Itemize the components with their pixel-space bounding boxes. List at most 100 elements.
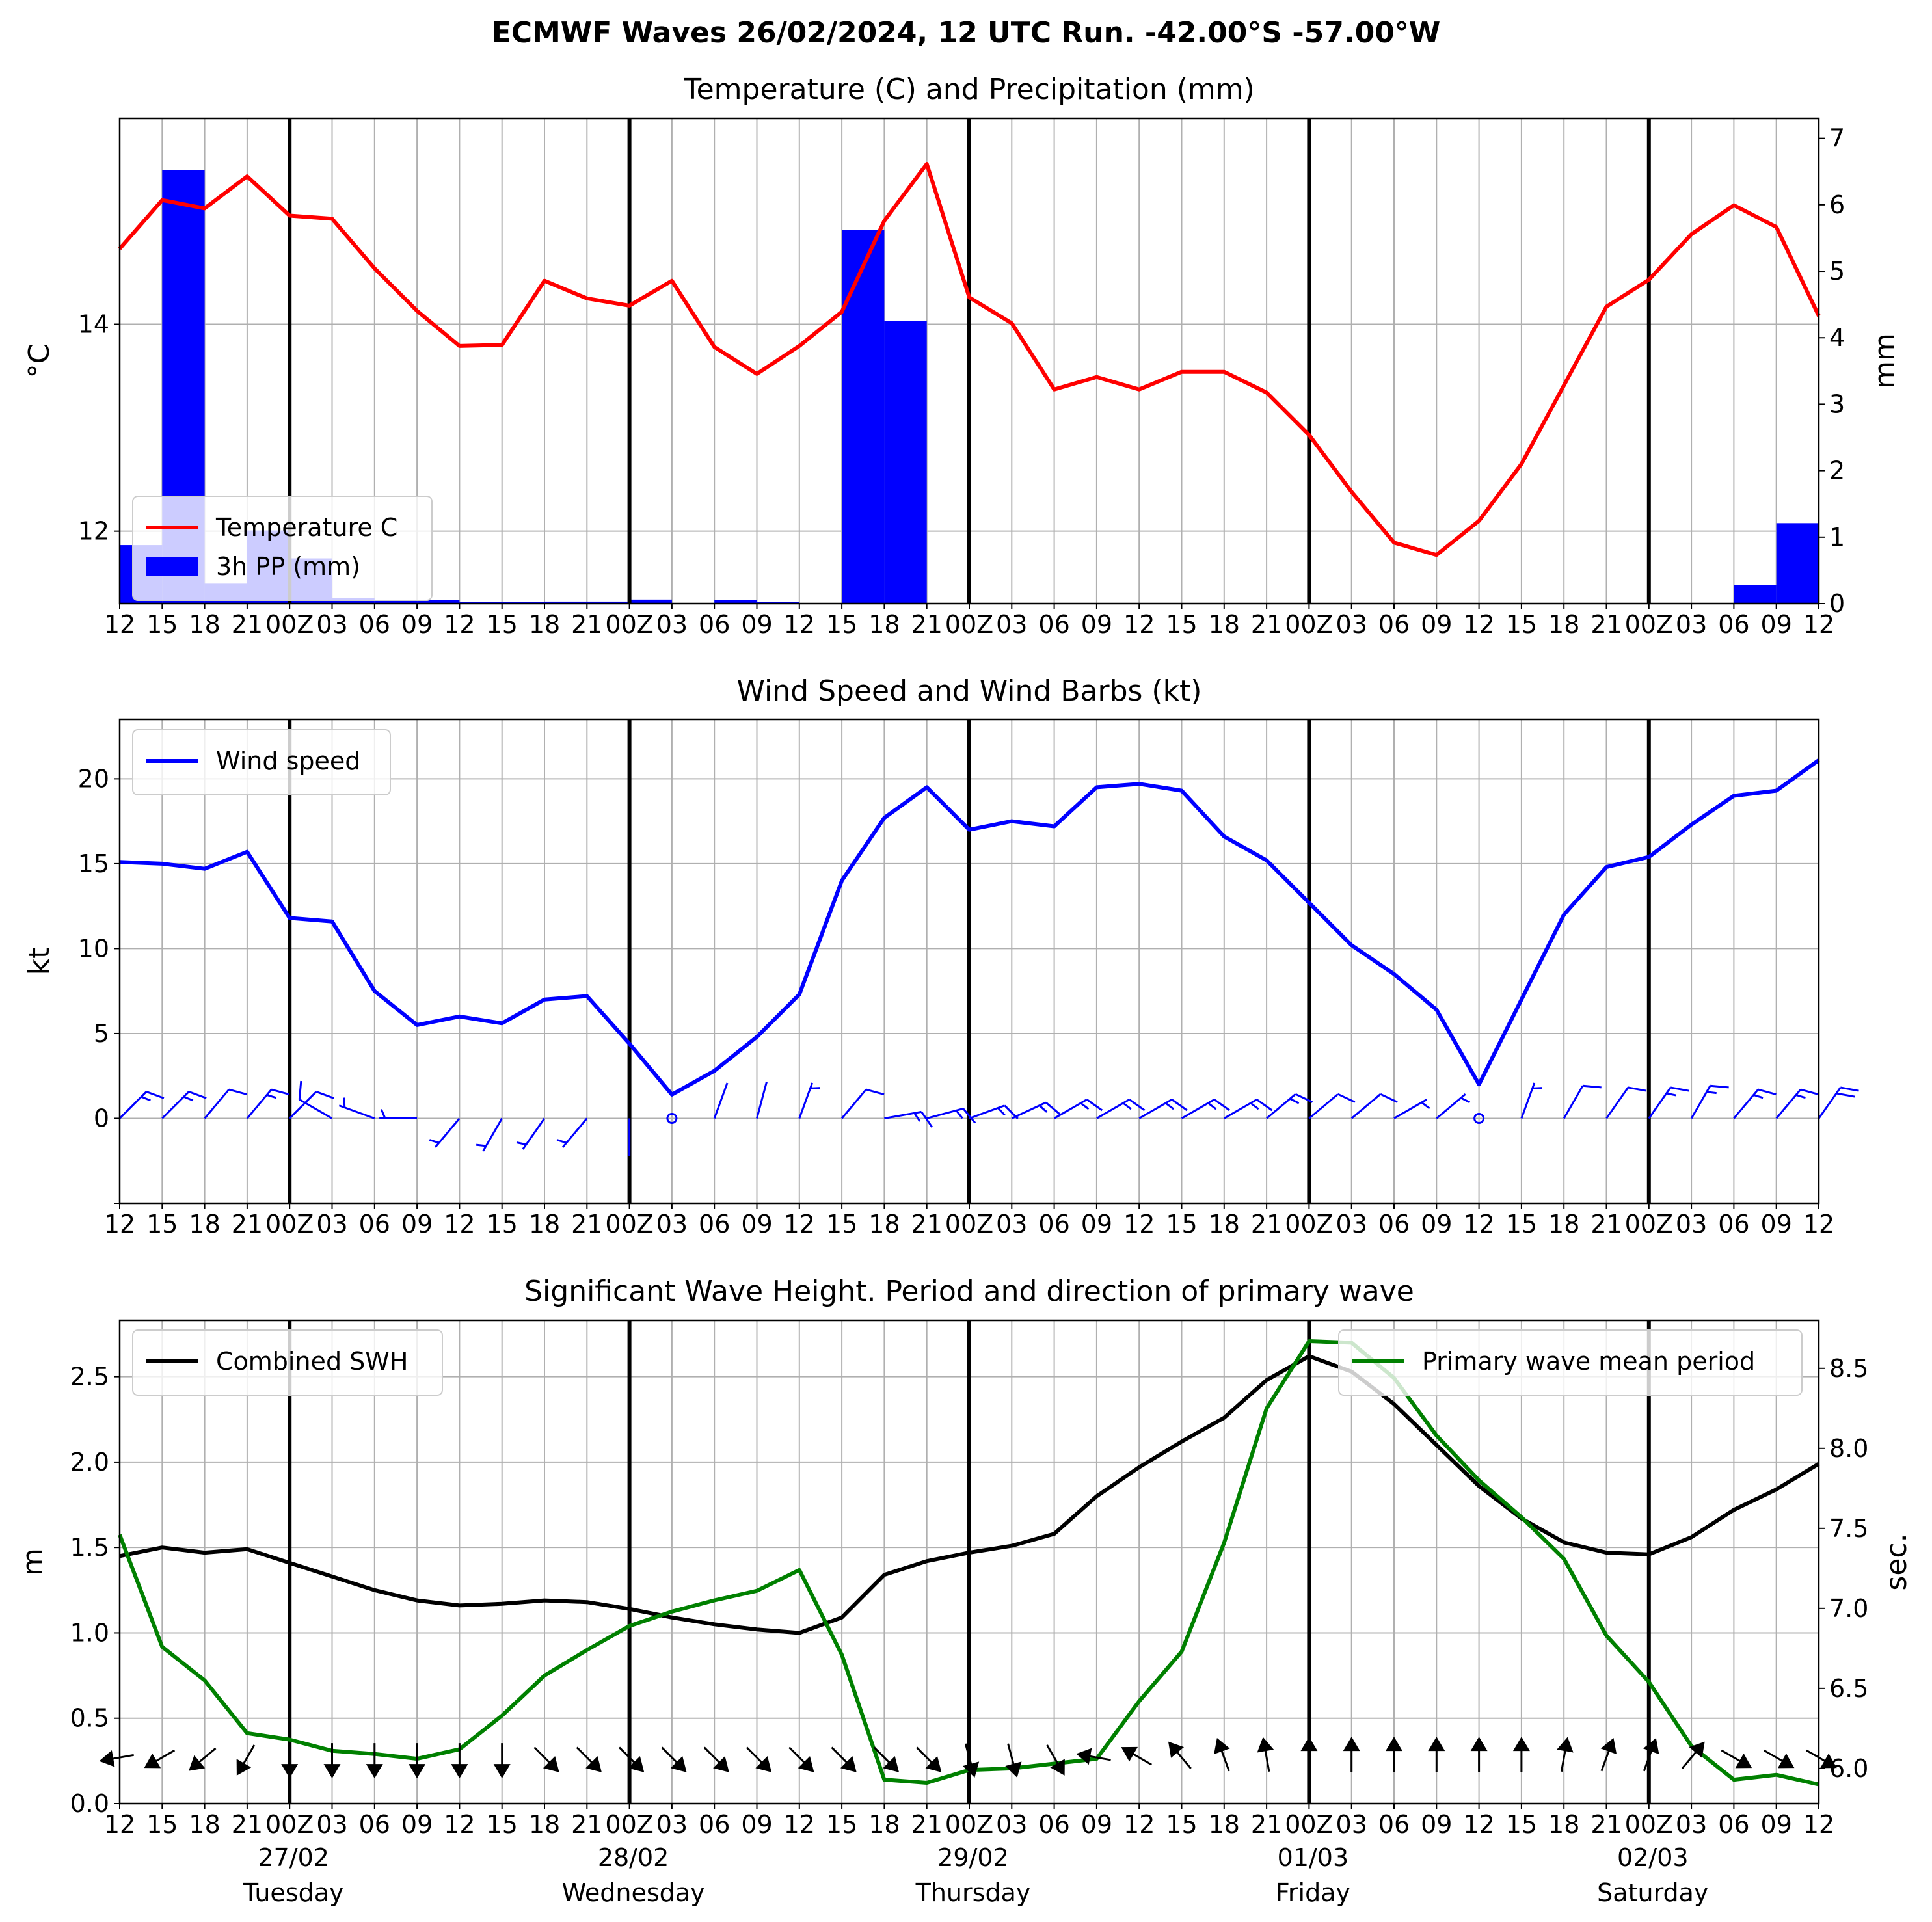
wave-direction-arrow (1681, 1741, 1705, 1769)
y-tick-label-right: 2 (1829, 457, 1845, 485)
x-tick-label: 03 (996, 610, 1027, 639)
wind-barb (161, 1091, 207, 1119)
wave-direction-arrow (533, 1746, 559, 1772)
wind-barb (1605, 1086, 1647, 1119)
wind-barb (429, 1117, 461, 1148)
arrow-head (585, 1755, 602, 1772)
x-tick-label: 21 (911, 1210, 943, 1238)
x-tick-label: 00Z (945, 610, 993, 639)
x-tick-label: 06 (1038, 1810, 1069, 1839)
wind-barb-flag (146, 1091, 165, 1099)
arrow-head (963, 1761, 980, 1778)
x-tick-label: 00Z (265, 1810, 314, 1839)
wind-barb (298, 1080, 333, 1119)
wind-barb (1520, 1082, 1542, 1119)
wind-barb-half (1207, 1102, 1217, 1110)
arrow-shaft (831, 1746, 850, 1765)
wind-speed-line (119, 758, 1820, 1097)
x-tick-label: 06 (1378, 610, 1410, 639)
wind-barb-half (1038, 1104, 1048, 1113)
wind-barb (1690, 1084, 1729, 1119)
arrow-head (1300, 1737, 1318, 1752)
wind-barb (1308, 1093, 1356, 1119)
x-tick-label: 21 (1251, 610, 1282, 639)
x-tick-label: 12 (1463, 1810, 1494, 1839)
arrow-shaft (1131, 1752, 1153, 1766)
y-tick-label-right: 8.5 (1829, 1354, 1868, 1383)
wind-barb-flag (1710, 1084, 1729, 1089)
x-tick-label: 03 (1336, 1210, 1367, 1238)
wind-barb-half (266, 1094, 277, 1099)
y-tick-label: 1.5 (70, 1533, 109, 1562)
wave-direction-arrow (1512, 1737, 1530, 1772)
arrow-shaft (1220, 1748, 1230, 1772)
x-tick-label: 00Z (1625, 1810, 1673, 1839)
arrow-head (628, 1755, 645, 1772)
wave-direction-arrow (916, 1746, 942, 1772)
arrow-head (670, 1755, 687, 1772)
precip-bar (417, 600, 460, 604)
x-tick-label: 00Z (1285, 1210, 1333, 1238)
precip-bar (1776, 523, 1819, 604)
wind-barb-flag (1129, 1099, 1146, 1112)
x-tick-label: 15 (1166, 1210, 1197, 1238)
wind-barb-staff (204, 1089, 230, 1119)
x-tick-label: 12 (1803, 1210, 1834, 1238)
arrow-shaft (576, 1746, 595, 1765)
x-tick-label: 21 (1590, 1210, 1622, 1238)
y-axis-label-right: mm (1868, 333, 1901, 389)
wind-barb (1436, 1093, 1471, 1119)
wind-barb-flag (188, 1091, 207, 1099)
x-tick-label: 00Z (1285, 610, 1333, 639)
wind-barb (1818, 1086, 1859, 1119)
day-date-label: 01/03 (1278, 1843, 1349, 1872)
arrow-head (144, 1753, 161, 1769)
wind-barb-flag (1836, 1092, 1855, 1098)
wind-barb (379, 1108, 418, 1119)
wind-barb (713, 1082, 729, 1119)
wind-barb (1775, 1088, 1819, 1119)
arrow-head (1428, 1737, 1445, 1752)
arrow-shaft (196, 1747, 217, 1765)
x-tick-label: 12 (1123, 610, 1155, 639)
plot-frame (118, 718, 1820, 1205)
x-tick-label: 12 (444, 610, 475, 639)
wave-direction-arrow (1168, 1741, 1192, 1769)
wind-barb-half (1460, 1097, 1471, 1104)
wind-barb-staff (1605, 1087, 1629, 1119)
arrow-shaft (1560, 1748, 1567, 1772)
wind-barb-staff (1350, 1093, 1382, 1119)
wind-barb (1563, 1084, 1602, 1119)
arrow-head (1257, 1737, 1274, 1753)
arrow-shaft (154, 1749, 176, 1763)
arrow-head (543, 1755, 559, 1772)
wind-barb-staff (798, 1082, 814, 1119)
y-tick-label-right: 8.0 (1829, 1434, 1868, 1463)
x-tick-label: 18 (529, 1810, 560, 1839)
day-date-label: 29/02 (937, 1843, 1009, 1872)
wave-direction-arrow (1470, 1737, 1488, 1772)
wind-barb (756, 1082, 768, 1119)
wave-direction-arrow (236, 1744, 256, 1776)
x-tick-label: 18 (1209, 1810, 1240, 1839)
wind-barb-flag (1337, 1093, 1356, 1103)
x-tick-label: 21 (232, 1810, 263, 1839)
x-tick-label: 21 (571, 1810, 602, 1839)
x-tick-label: 15 (1506, 1810, 1537, 1839)
wave-direction-arrow (493, 1743, 511, 1779)
x-tick-label: 09 (1081, 1810, 1112, 1839)
y-tick-label-right: 6.0 (1829, 1754, 1868, 1783)
x-tick-label: 21 (1251, 1210, 1282, 1238)
x-tick-label: 12 (444, 1810, 475, 1839)
wind-barb (556, 1117, 588, 1148)
arrow-head (1214, 1738, 1230, 1755)
wind-barb-staff (434, 1117, 461, 1148)
wind-barb-flag (1840, 1086, 1859, 1092)
y-tick-label-right: 1 (1829, 523, 1845, 552)
x-tick-label: 03 (996, 1210, 1027, 1238)
arrow-shaft (1681, 1750, 1698, 1769)
wind-barb-flag (1628, 1086, 1647, 1092)
y-tick-label: 0 (94, 1104, 109, 1132)
wind-barb (884, 1110, 933, 1128)
